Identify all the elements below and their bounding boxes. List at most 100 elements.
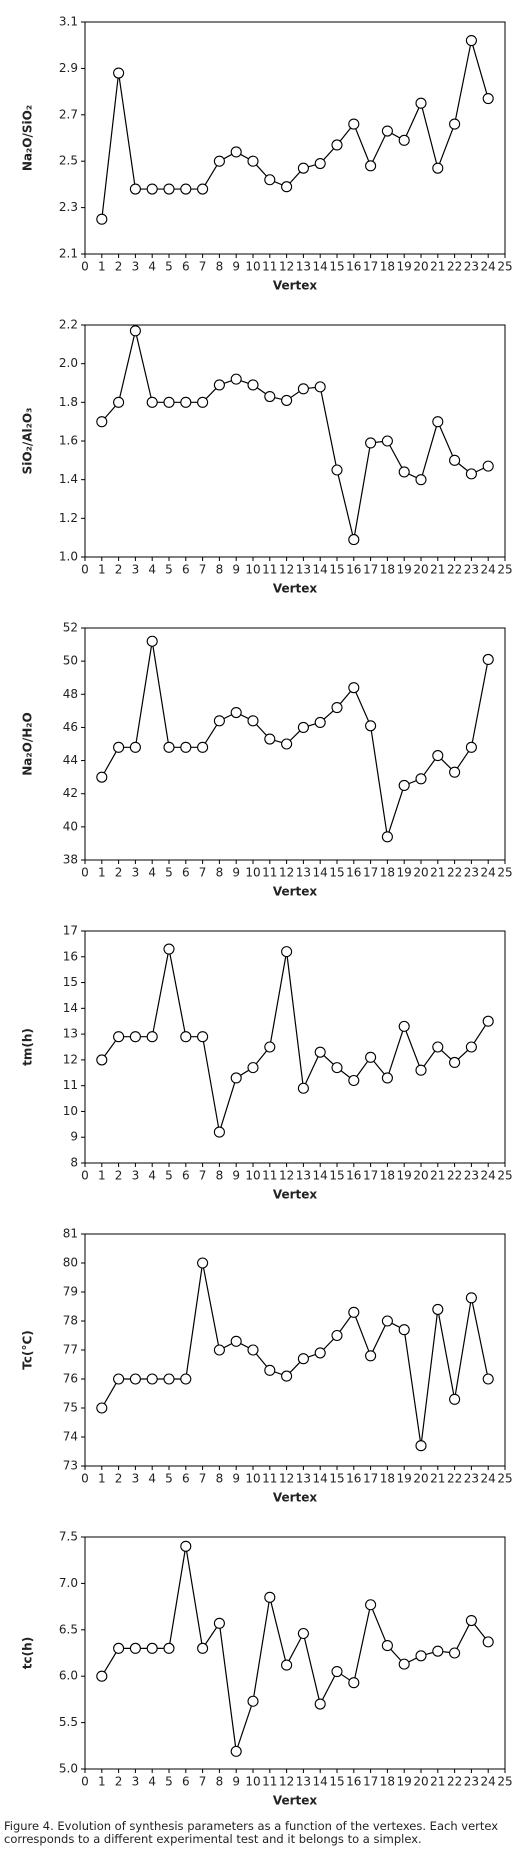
y-tick-label: 6.0 <box>59 1669 78 1683</box>
data-point <box>197 183 209 195</box>
x-tick-label: 9 <box>232 1775 240 1789</box>
y-tick-label: 1.0 <box>59 550 78 564</box>
data-point <box>348 1677 360 1689</box>
data-point <box>465 1041 477 1053</box>
x-tick-label: 2 <box>115 1775 123 1789</box>
data-point <box>465 1614 477 1627</box>
data-point <box>465 1292 477 1304</box>
y-tick-label: 6.5 <box>59 1622 78 1636</box>
y-tick-label: 2.2 <box>59 318 78 332</box>
data-point <box>331 1666 343 1678</box>
data-point <box>381 831 393 843</box>
x-tick-label: 7 <box>199 260 207 274</box>
data-point <box>314 716 326 729</box>
x-tick-label: 10 <box>245 1169 260 1183</box>
data-point <box>281 394 293 406</box>
x-tick-label: 10 <box>245 1775 260 1789</box>
data-point <box>415 1064 427 1076</box>
y-tick-label: 76 <box>63 1372 78 1386</box>
y-tick-label: 75 <box>63 1401 78 1415</box>
data-point <box>96 1402 108 1414</box>
x-tick-label: 14 <box>313 1169 328 1183</box>
data-point <box>230 1072 242 1084</box>
x-tick-label: 21 <box>430 563 445 577</box>
data-point <box>213 1126 225 1138</box>
data-point <box>113 67 125 79</box>
data-point <box>415 1440 427 1452</box>
data-point <box>96 213 108 225</box>
data-point <box>398 779 410 791</box>
x-tick-label: 20 <box>413 260 428 274</box>
data-point <box>264 733 276 745</box>
x-tick-label: 2 <box>115 1472 123 1486</box>
data-point <box>163 1642 175 1654</box>
data-point <box>213 1344 225 1356</box>
x-tick-label: 13 <box>296 563 311 577</box>
data-point <box>197 1257 209 1269</box>
x-tick-label: 11 <box>262 866 277 880</box>
x-tick-label: 5 <box>165 1775 173 1789</box>
data-point <box>381 1315 393 1327</box>
x-tick-label: 12 <box>279 1169 294 1183</box>
x-tick-label: 25 <box>497 866 512 880</box>
x-tick-label: 17 <box>363 1169 378 1183</box>
x-tick-label: 7 <box>199 563 207 577</box>
y-tick-label: 40 <box>63 819 78 833</box>
x-tick-label: 19 <box>397 1169 412 1183</box>
x-tick-label: 19 <box>397 866 412 880</box>
x-tick-label: 14 <box>313 563 328 577</box>
x-tick-label: 23 <box>464 1472 479 1486</box>
y-tick-label: 2.9 <box>59 61 78 75</box>
data-point <box>281 181 293 193</box>
data-point <box>432 1303 444 1315</box>
x-tick-label: 9 <box>232 260 240 274</box>
x-tick-label: 3 <box>132 260 140 274</box>
y-tick-label: 2.3 <box>59 200 78 214</box>
x-tick-label: 15 <box>329 1169 344 1183</box>
data-point <box>449 1056 461 1069</box>
x-tick-label: 4 <box>148 1472 156 1486</box>
x-tick-label: 15 <box>329 563 344 577</box>
x-tick-label: 11 <box>262 1472 277 1486</box>
x-tick-label: 18 <box>380 1169 395 1183</box>
data-point <box>129 1642 141 1654</box>
data-point <box>465 35 477 47</box>
data-point <box>264 1591 276 1603</box>
data-point <box>230 1335 242 1347</box>
x-tick-label: 9 <box>232 1472 240 1486</box>
data-point <box>180 1540 192 1552</box>
x-tick-label: 25 <box>497 1472 512 1486</box>
y-tick-label: 48 <box>63 687 78 701</box>
plot-frame <box>84 627 506 861</box>
data-point <box>113 1031 125 1043</box>
x-tick-label: 7 <box>199 1169 207 1183</box>
data-point <box>163 943 175 955</box>
y-tick-label: 80 <box>63 1256 78 1270</box>
y-tick-label: 73 <box>63 1459 78 1473</box>
x-tick-label: 10 <box>245 563 260 577</box>
x-tick-label: 0 <box>81 563 89 577</box>
data-point <box>264 1041 276 1053</box>
data-point <box>381 1640 393 1652</box>
x-tick-label: 7 <box>199 866 207 880</box>
y-tick-label: 74 <box>63 1430 78 1444</box>
data-point <box>247 1695 259 1707</box>
data-point <box>365 720 377 732</box>
x-tick-label: 1 <box>98 260 106 274</box>
x-axis-label: Vertex <box>273 582 318 596</box>
x-tick-label: 14 <box>313 866 328 880</box>
data-point <box>163 1373 175 1385</box>
data-point <box>331 1062 343 1074</box>
x-tick-label: 16 <box>346 866 361 880</box>
x-tick-label: 2 <box>115 866 123 880</box>
y-tick-label: 7.5 <box>59 1530 78 1544</box>
data-point <box>213 379 225 391</box>
x-tick-label: 12 <box>279 1775 294 1789</box>
x-tick-label: 8 <box>216 260 224 274</box>
y-tick-label: 11 <box>63 1078 78 1092</box>
y-axis-label: Na₂O/SiO₂ <box>21 105 35 171</box>
x-tick-label: 2 <box>115 563 123 577</box>
data-point <box>197 741 209 753</box>
data-point <box>146 183 158 195</box>
x-tick-label: 9 <box>232 1169 240 1183</box>
